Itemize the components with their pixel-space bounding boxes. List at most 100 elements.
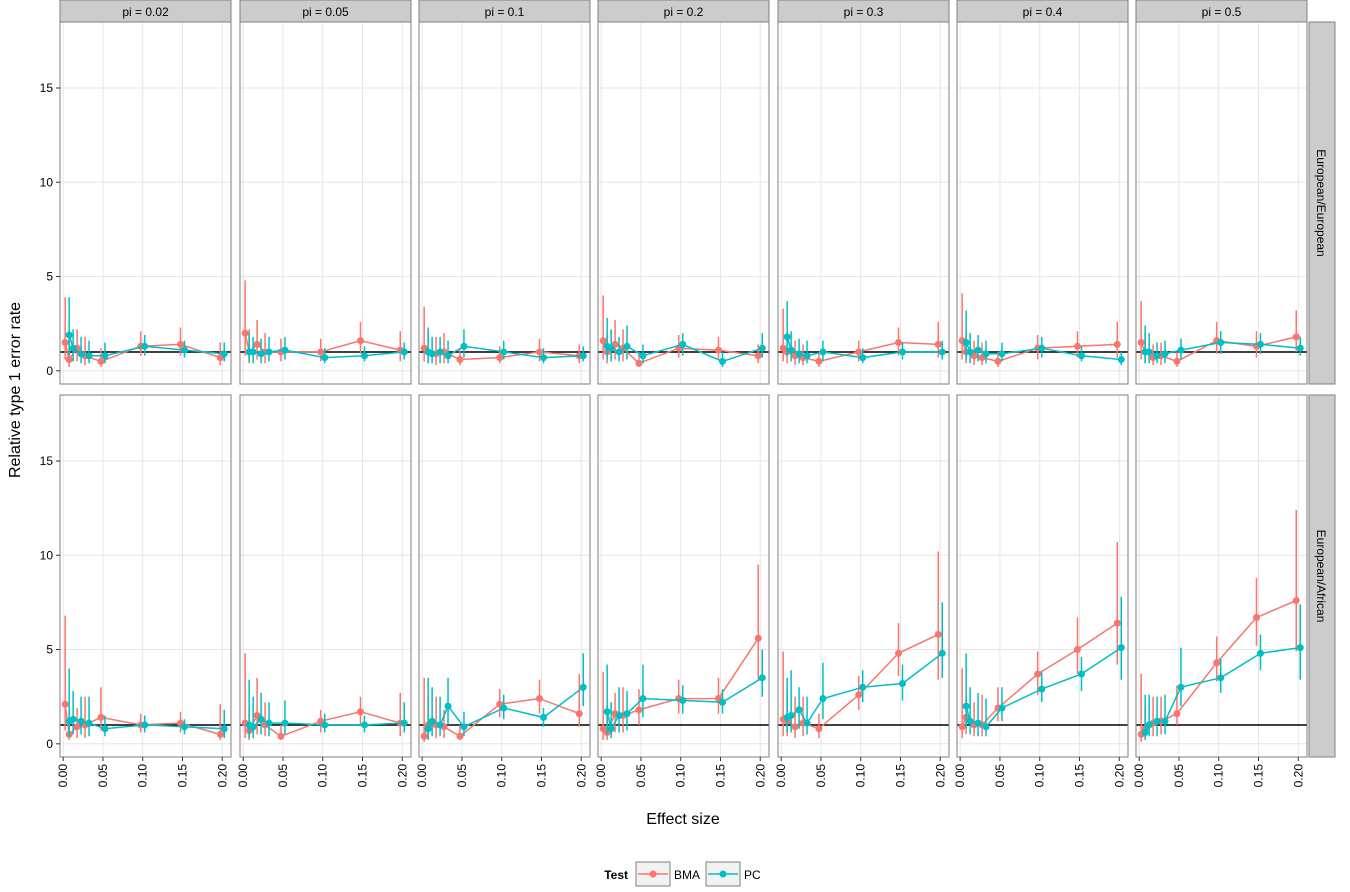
data-point [998,704,1006,712]
x-tick-label: 0.15 [534,764,548,788]
x-tick-label: 0.20 [753,764,767,788]
data-point [623,342,631,350]
legend-point [719,870,727,878]
data-point [754,634,762,642]
data-point [220,725,228,733]
x-tick-label: 0.00 [953,764,967,788]
panel-border [59,394,232,758]
column-label: pi = 0.3 [844,5,884,19]
data-point [69,715,77,723]
x-tick-label: 0.15 [175,764,189,788]
data-point [456,355,464,363]
data-point [1153,352,1161,360]
x-tick-label: 0.15 [355,764,369,788]
column-label: pi = 0.5 [1202,5,1242,19]
data-point [934,630,942,638]
data-point [65,331,73,339]
y-tick-label: 10 [40,175,54,189]
data-point [97,357,105,365]
data-point [1073,342,1081,350]
data-point [460,342,468,350]
data-point [220,350,228,358]
data-point [819,695,827,703]
panel-background [957,22,1128,384]
column-strip [777,0,950,23]
x-tick-label: 0.00 [1132,764,1146,788]
y-axis-label: Relative type 1 error rate [7,302,24,478]
data-point [176,340,184,348]
data-point [758,344,766,352]
legend-title: Test [604,868,628,882]
panel-background [957,395,1128,757]
data-point [966,348,974,356]
data-point [428,717,436,725]
data-point [859,683,867,691]
data-point [795,350,803,358]
data-point [623,710,631,718]
data-point [317,348,325,356]
data-point [1161,717,1169,725]
data-point [603,708,611,716]
data-point [615,348,623,356]
data-point [962,702,970,710]
data-point [436,348,444,356]
x-tick-label: 0.15 [893,764,907,788]
x-tick-label: 0.00 [56,764,70,788]
data-point [1077,670,1085,678]
data-point [281,346,289,354]
data-point [1073,646,1081,654]
x-tick-label: 0.10 [1212,764,1226,788]
data-point [754,352,762,360]
data-point [1145,348,1153,356]
data-point [360,721,368,729]
row-strip [1308,394,1336,758]
data-point [460,723,468,731]
data-point [859,354,867,362]
data-point [356,337,364,345]
data-point [783,333,791,341]
data-point [97,713,105,721]
data-point [1113,619,1121,627]
column-label: pi = 0.05 [302,5,349,19]
data-point [428,350,436,358]
column-label: pi = 0.2 [664,5,704,19]
data-point [241,329,249,337]
data-point [1145,721,1153,729]
data-point [982,350,990,358]
data-point [815,357,823,365]
y-tick-label: 5 [46,270,53,284]
y-tick-label: 5 [46,643,53,657]
data-point [539,713,547,721]
panel-background [240,22,411,384]
x-tick-label: 0.10 [854,764,868,788]
data-point [444,702,452,710]
data-point [575,710,583,718]
data-point [180,346,188,354]
x-tick-label: 0.20 [933,764,947,788]
panel-border [1135,394,1308,758]
y-tick-label: 15 [40,81,54,95]
x-tick-label: 0.05 [276,764,290,788]
data-point [679,696,687,704]
data-point [966,717,974,725]
data-point [141,342,149,350]
data-point [257,715,265,723]
x-tick-label: 0.10 [136,764,150,788]
data-point [679,340,687,348]
panel-border [597,394,770,758]
data-point [714,346,722,354]
data-point [1117,644,1125,652]
data-point [1252,613,1260,621]
data-point [815,725,823,733]
x-tick-label: 0.05 [634,764,648,788]
data-point [265,719,273,727]
data-point [599,337,607,345]
x-tick-label: 0.10 [1033,764,1047,788]
data-point [1177,683,1185,691]
data-point [974,346,982,354]
data-point [1161,350,1169,358]
data-point [1141,728,1149,736]
panel-border [777,394,950,758]
data-point [321,354,329,362]
